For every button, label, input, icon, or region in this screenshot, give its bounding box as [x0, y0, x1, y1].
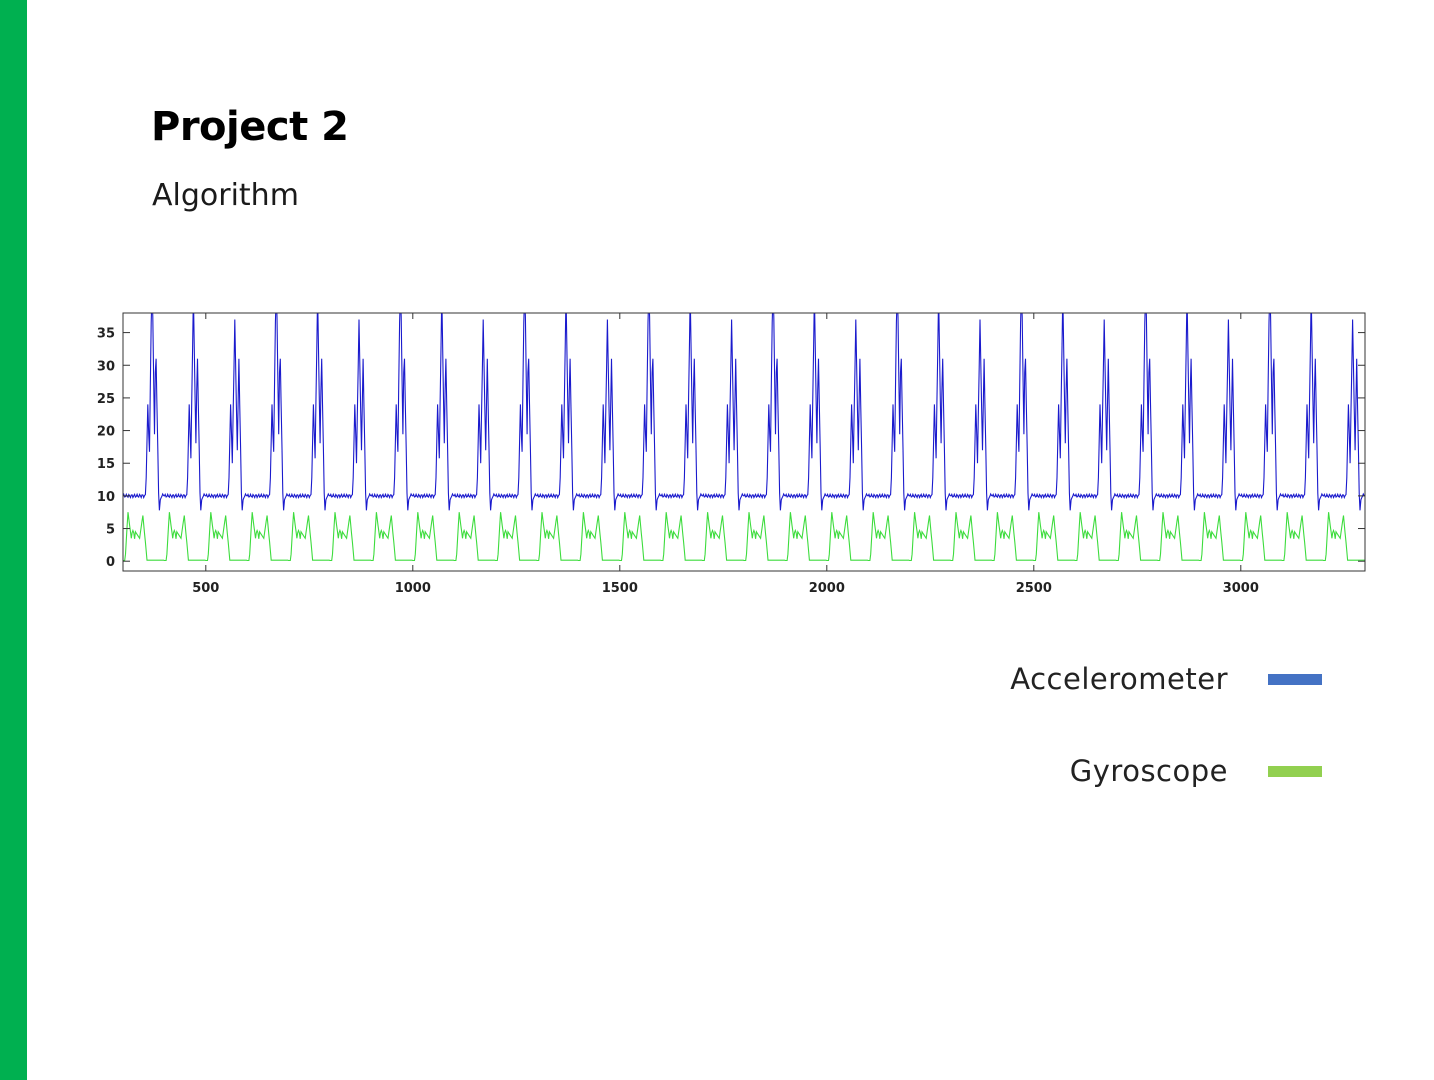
x-tick-label: 3000 — [1223, 581, 1259, 596]
x-tick-label: 2000 — [809, 581, 845, 596]
slide-subtitle: Algorithm — [152, 178, 299, 213]
y-tick-label: 10 — [97, 490, 115, 505]
series-line-gyroscope — [123, 512, 1365, 562]
y-tick-label: 30 — [97, 359, 115, 374]
y-tick-label: 15 — [97, 457, 115, 472]
y-tick-label: 35 — [97, 327, 115, 342]
y-tick-label: 0 — [106, 555, 115, 570]
legend-swatch-accelerometer — [1268, 673, 1322, 685]
x-tick-label: 500 — [192, 581, 219, 596]
y-tick-label: 5 — [106, 523, 115, 538]
legend-label: Accelerometer — [1010, 662, 1228, 696]
accent-bar — [0, 0, 27, 1080]
legend-item-accelerometer: Accelerometer — [1010, 662, 1322, 696]
x-tick-label: 1500 — [602, 581, 638, 596]
series-line-accelerometer — [123, 313, 1365, 511]
legend-label: Gyroscope — [1069, 754, 1228, 788]
y-tick-label: 20 — [97, 425, 115, 440]
x-tick-label: 1000 — [395, 581, 431, 596]
plot-frame — [122, 312, 1366, 572]
legend-swatch-gyroscope — [1268, 765, 1322, 777]
line-chart: 500 1000 1500 2000 2500 3000 0 5 10 15 20 25 30 35 — [97, 312, 1366, 596]
legend-item-gyroscope: Gyroscope — [1070, 754, 1322, 788]
x-tick-label: 2500 — [1016, 581, 1052, 596]
slide-title: Project 2 — [151, 104, 349, 150]
y-tick-label: 25 — [97, 392, 115, 407]
